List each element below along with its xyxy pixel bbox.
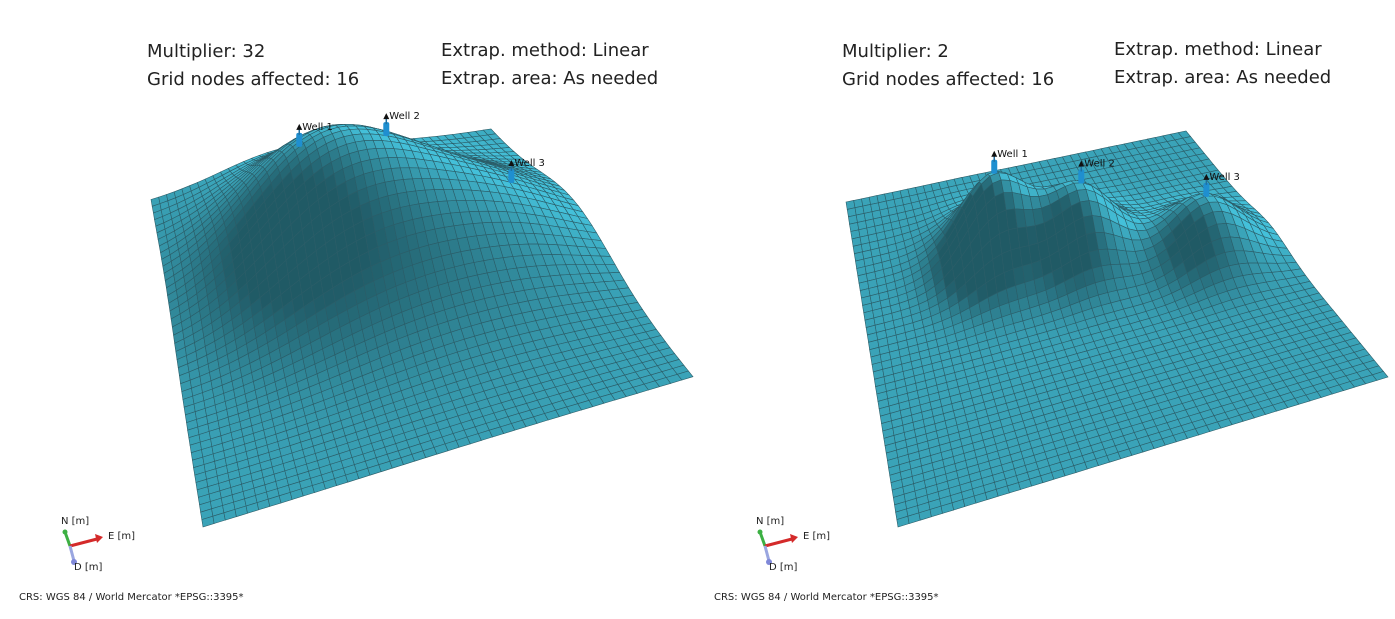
axis-east: [69, 537, 98, 548]
surface-mesh: [150, 123, 694, 528]
axis-down-label: D [m]: [74, 562, 103, 573]
well-symbol: [1078, 160, 1085, 167]
multiplier-label: Multiplier: 32: [147, 41, 265, 62]
viewport-panel: Well 1 Well 2 Well 3 Multiplier: 32 Grid nod…: [19, 40, 694, 603]
axis-north-tip: [62, 529, 68, 535]
axis-north-label: N [m]: [61, 516, 89, 527]
axis-down-label: D [m]: [769, 562, 798, 573]
well-pin: [296, 132, 303, 147]
axis-north-tip: [757, 529, 763, 535]
well-symbol: [383, 113, 390, 120]
extrap-method-label: Extrap. method: Linear: [441, 40, 649, 61]
crs-label: CRS: WGS 84 / World Mercator *EPSG::3395…: [19, 592, 244, 603]
extrap-area-label: Extrap. area: As needed: [441, 68, 658, 89]
well-label: Well 1: [997, 149, 1028, 160]
axis-east-label: E [m]: [803, 531, 830, 542]
axis-down-tip: [766, 559, 772, 565]
well-label: Well 2: [1084, 158, 1115, 169]
mesh-cell: [1371, 371, 1389, 381]
axis-north-label: N [m]: [756, 516, 784, 527]
well-symbol: [991, 150, 998, 157]
well-pin: [991, 159, 998, 174]
mesh-cell: [676, 370, 694, 381]
crs-label: CRS: WGS 84 / World Mercator *EPSG::3395…: [714, 592, 939, 603]
grid-nodes-label: Grid nodes affected: 16: [147, 69, 359, 90]
axis-east-tip: [790, 534, 798, 543]
well-label: Well 2: [389, 111, 420, 122]
axis-east: [764, 537, 793, 548]
axis-down-tip: [71, 559, 77, 565]
viewport-panel: Well 1 Well 2 Well 3 Multiplier: 2 Grid node…: [714, 39, 1389, 603]
well-pin: [508, 168, 515, 183]
well-pin: [1078, 169, 1085, 184]
axis-down: [763, 545, 771, 562]
extrap-method-label: Extrap. method: Linear: [1114, 39, 1322, 60]
grid-nodes-label: Grid nodes affected: 16: [842, 69, 1054, 90]
axis-east-tip: [95, 534, 103, 543]
surface-mesh: [845, 130, 1389, 528]
well-pin: [1203, 182, 1210, 197]
axis-down: [68, 545, 76, 562]
well-symbol: [296, 123, 303, 130]
well-label: Well 1: [302, 122, 333, 133]
well-pin: [383, 122, 390, 137]
extrap-area-label: Extrap. area: As needed: [1114, 67, 1331, 88]
axis-east-label: E [m]: [108, 531, 135, 542]
well-symbol: [508, 159, 515, 166]
well-label: Well 3: [1209, 172, 1240, 183]
multiplier-label: Multiplier: 2: [842, 41, 949, 62]
well-label: Well 3: [514, 158, 545, 169]
well-symbol: [1203, 173, 1210, 180]
